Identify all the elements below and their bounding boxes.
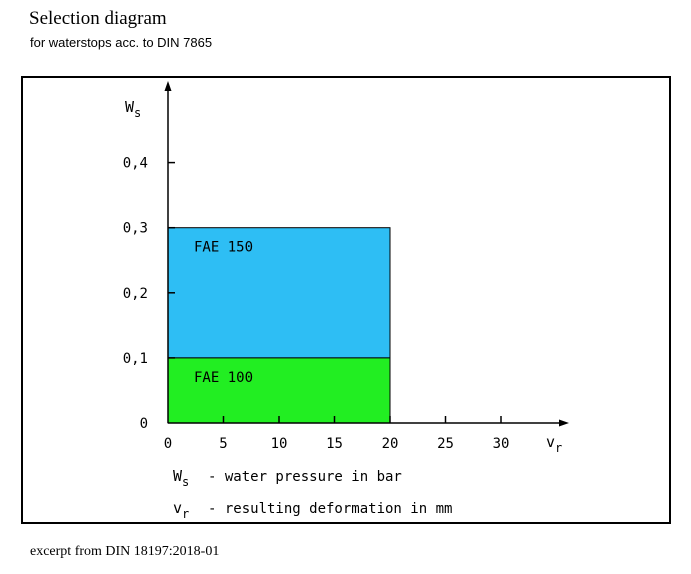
- x-tick-label: 0: [164, 436, 172, 452]
- y-tick-label: 0,4: [123, 156, 148, 172]
- region-label-fae-100: FAE 100: [194, 370, 253, 386]
- legend-text: - water pressure in bar: [208, 469, 402, 485]
- y-axis-label: Ws: [125, 98, 141, 120]
- page-title: Selection diagram: [29, 8, 167, 29]
- x-tick-label: 30: [493, 436, 510, 452]
- y-tick-label: 0: [140, 416, 148, 432]
- x-tick-label: 5: [219, 436, 227, 452]
- x-tick-label: 20: [382, 436, 399, 452]
- x-axis-arrow: [559, 419, 569, 427]
- chart-frame: [21, 76, 671, 524]
- y-axis-arrow: [164, 81, 172, 91]
- legend-text: - resulting deformation in mm: [208, 501, 452, 517]
- x-axis-label: vr: [546, 433, 562, 455]
- source-note: excerpt from DIN 18197:2018-01: [30, 544, 220, 559]
- y-tick-label: 0,3: [123, 221, 148, 237]
- y-tick-label: 0,2: [123, 286, 148, 302]
- region-fae-100: [167, 357, 391, 424]
- region-fae-150: [167, 227, 391, 359]
- legend-symbol: Ws: [173, 467, 189, 489]
- region-label-fae-150: FAE 150: [194, 240, 253, 256]
- x-tick-label: 15: [326, 436, 343, 452]
- legend-symbol: vr: [173, 499, 189, 521]
- x-tick-label: 25: [437, 436, 454, 452]
- y-tick-label: 0,1: [123, 351, 148, 367]
- page-subtitle: for waterstops acc. to DIN 7865: [30, 35, 213, 50]
- x-tick-label: 10: [271, 436, 288, 452]
